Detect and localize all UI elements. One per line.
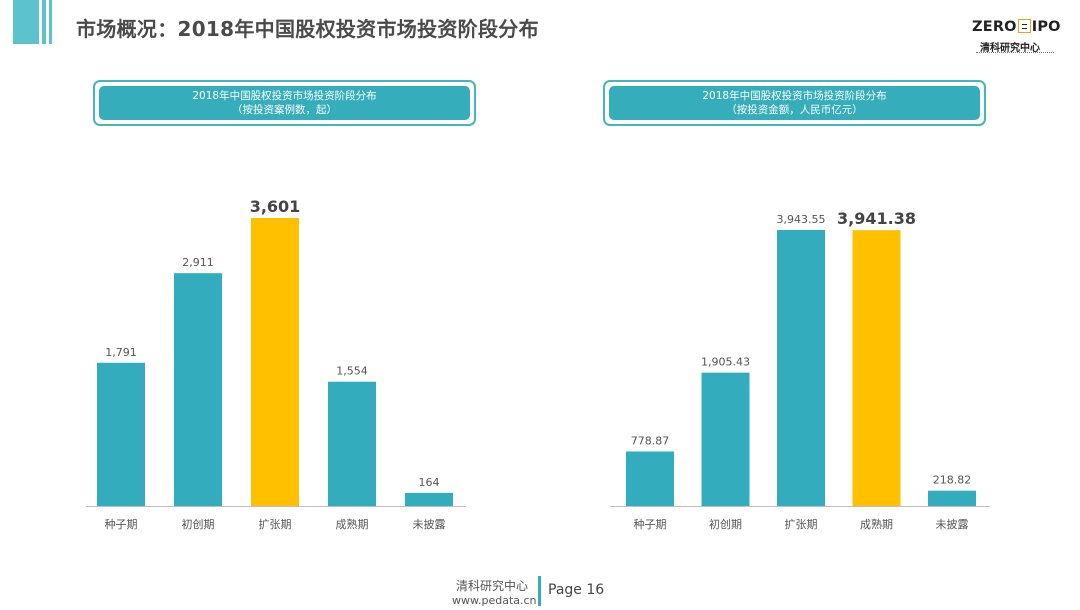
bar (626, 451, 674, 506)
footer-url[interactable]: www.pedata.cn (452, 594, 537, 607)
logo-text-left: ZERO (972, 19, 1017, 35)
bar-value-label: 1,905.43 (701, 356, 750, 369)
bar (928, 490, 976, 506)
category-label: 成熟期 (336, 517, 369, 531)
bar-value-label: 3,601 (250, 197, 301, 216)
category-label: 初创期 (709, 517, 742, 531)
category-label: 种子期 (105, 517, 138, 531)
bar (251, 218, 299, 506)
logo-text-right: IPO (1031, 19, 1061, 35)
chart2-investment-amount: 778.87 种子期 1,905.43 初创期 3,943.55 扩张期 3,941.38 成… (610, 209, 990, 531)
bar (328, 381, 376, 506)
bar-value-label: 1,554 (336, 365, 368, 378)
chart1-subtitle: （按投资案例数，起） (232, 104, 337, 116)
category-label: 未披露 (413, 517, 446, 531)
bar (174, 273, 222, 506)
category-label: 未披露 (936, 517, 969, 531)
chart1-deal-count: 1,791 种子期 2,911 初创期 3,601 扩张期 1,554 成熟期 164 未披露 (86, 197, 466, 531)
bar (777, 230, 825, 506)
bar-value-label: 778.87 (631, 434, 670, 447)
category-label: 成熟期 (860, 517, 893, 531)
chart2-title-inner: 2018年中国股权投资市场投资阶段分布 （按投资金额，人民币亿元） (609, 86, 980, 120)
zero2ipo-logo: ZERO IPO 清科研究中心 (972, 19, 1064, 59)
chart2-title-box: 2018年中国股权投资市场投资阶段分布 （按投资金额，人民币亿元） (603, 80, 986, 126)
chart2-subtitle: （按投资金额，人民币亿元） (726, 104, 863, 116)
header-accent-stripe (49, 0, 52, 44)
bar (97, 362, 145, 506)
header-accent-bar (13, 0, 39, 44)
bar-value-label: 218.82 (933, 474, 972, 487)
bar-value-label: 2,911 (182, 256, 214, 269)
bar (405, 492, 453, 506)
page-title: 市场概况：2018年中国股权投资市场投资阶段分布 (76, 17, 539, 41)
header-accent-stripe (42, 0, 46, 44)
bar-value-label: 3,941.38 (837, 209, 916, 228)
bar-value-label: 1,791 (105, 346, 137, 359)
category-label: 扩张期 (785, 517, 818, 531)
bar-value-label: 3,943.55 (777, 213, 826, 226)
footer-org: 清科研究中心 (456, 579, 529, 593)
chart1-title-box: 2018年中国股权投资市场投资阶段分布 （按投资案例数，起） (93, 80, 476, 126)
category-label: 种子期 (634, 517, 667, 531)
chart1-title: 2018年中国股权投资市场投资阶段分布 (192, 90, 377, 102)
chart2-title: 2018年中国股权投资市场投资阶段分布 (702, 90, 887, 102)
logo-underline (976, 52, 1054, 55)
bar (701, 372, 750, 506)
footer-divider (538, 576, 541, 606)
category-label: 扩张期 (259, 517, 292, 531)
bar (852, 230, 901, 507)
chart1-title-inner: 2018年中国股权投资市场投资阶段分布 （按投资案例数，起） (99, 86, 470, 120)
bar-value-label: 164 (419, 476, 440, 489)
category-label: 初创期 (182, 517, 215, 531)
logo-cn-text: 清科研究中心 (980, 43, 1040, 54)
page-number: Page 16 (548, 582, 605, 598)
logo-mark-icon (1017, 19, 1031, 33)
